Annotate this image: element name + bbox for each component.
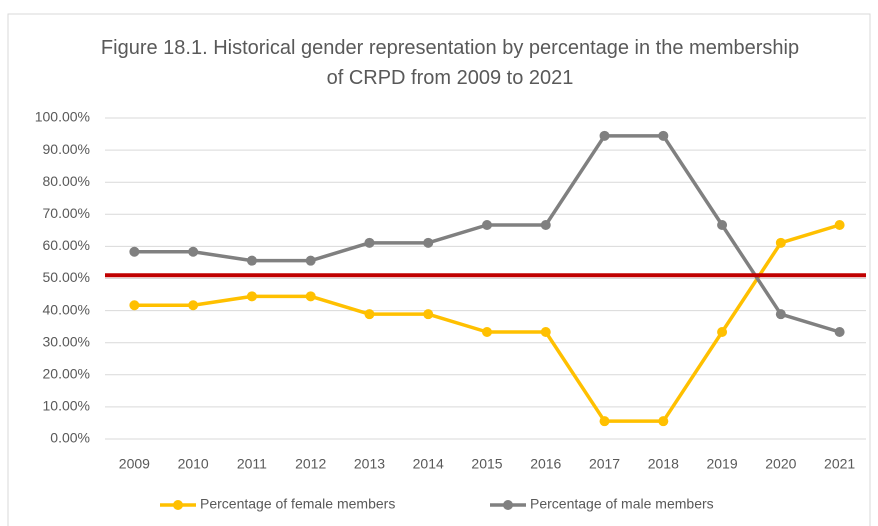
y-tick-label: 100.00% (35, 109, 90, 125)
chart-border (7, 13, 871, 526)
x-tick-label: 2009 (119, 456, 150, 472)
x-tick-label: 2013 (354, 456, 385, 472)
data-point (246, 255, 257, 266)
data-point (129, 246, 140, 257)
data-point (540, 327, 551, 338)
x-tick-label: 2020 (765, 456, 796, 472)
data-point (305, 291, 316, 302)
legend-label: Percentage of female members (200, 496, 395, 512)
y-tick-label: 40.00% (43, 301, 90, 317)
data-point (305, 255, 316, 266)
x-tick-label: 2019 (706, 456, 737, 472)
data-point (423, 237, 434, 248)
y-tick-label: 50.00% (43, 269, 90, 285)
data-point (717, 327, 728, 338)
data-point (658, 130, 669, 141)
y-tick-label: 20.00% (43, 366, 90, 382)
x-tick-label: 2015 (471, 456, 502, 472)
data-point (775, 237, 786, 248)
y-tick-label: 60.00% (43, 237, 90, 253)
y-tick-label: 10.00% (43, 398, 90, 414)
data-point (188, 246, 199, 257)
y-tick-label: 80.00% (43, 173, 90, 189)
data-point (482, 219, 492, 230)
data-point (246, 291, 257, 302)
y-tick-label: 90.00% (43, 141, 90, 157)
data-point (364, 237, 375, 248)
data-point (717, 219, 728, 230)
data-point (423, 309, 434, 320)
x-tick-label: 2014 (413, 456, 444, 472)
y-tick-label: 0.00% (50, 430, 90, 446)
x-tick-label: 2017 (589, 456, 620, 472)
data-point (482, 327, 492, 338)
data-point (188, 300, 199, 311)
data-point (834, 327, 845, 338)
x-tick-label: 2018 (648, 456, 679, 472)
y-tick-label: 30.00% (43, 333, 90, 349)
x-tick-label: 2021 (824, 456, 855, 472)
series-line (134, 134, 841, 334)
data-point (364, 309, 375, 320)
chart-title: Figure 18.1. Historical gender represent… (100, 37, 800, 89)
x-tick-label: 2010 (178, 456, 209, 472)
data-point (775, 309, 786, 320)
legend-marker (503, 500, 513, 510)
data-point (658, 416, 669, 427)
y-tick-label: 70.00% (43, 205, 90, 221)
legend-label: Percentage of male members (530, 496, 714, 512)
data-point (834, 219, 845, 230)
data-point (599, 416, 610, 427)
x-tick-label: 2011 (237, 456, 267, 472)
data-point (129, 300, 140, 311)
series-line (134, 223, 841, 423)
legend-marker (173, 500, 183, 510)
x-tick-label: 2016 (530, 456, 561, 472)
data-point (599, 130, 610, 141)
x-tick-label: 2012 (295, 456, 326, 472)
data-point (540, 219, 551, 230)
